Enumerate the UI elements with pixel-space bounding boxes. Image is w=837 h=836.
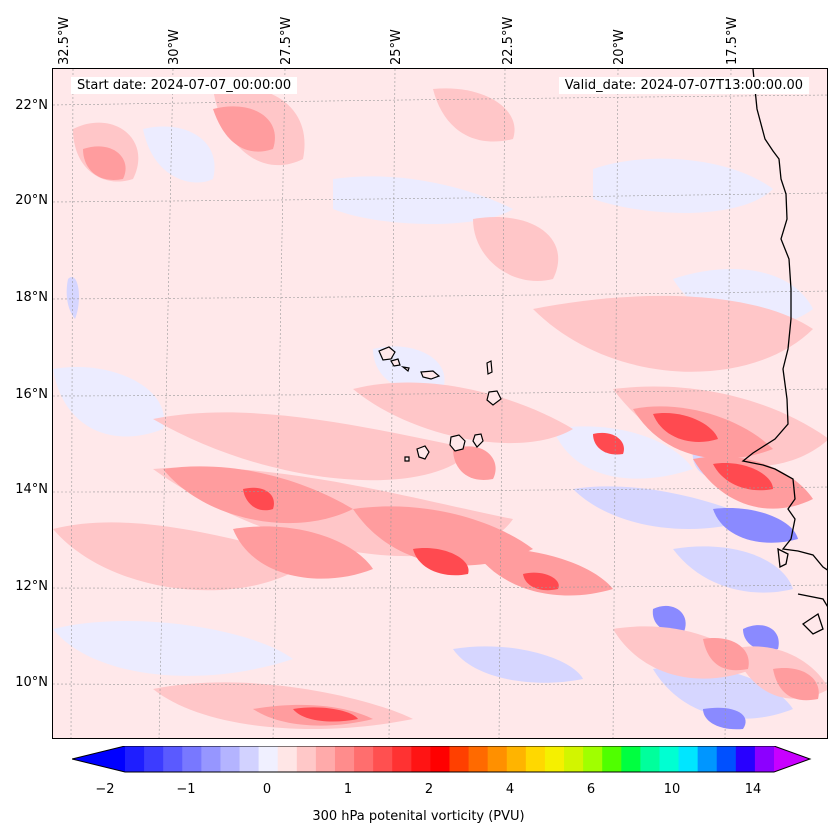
colorbar-right-arrow [774, 746, 810, 772]
colorbar-tick: 14 [744, 782, 762, 797]
lon-label: 30°W [167, 29, 182, 65]
colorbar-segment [373, 746, 393, 772]
colorbar-tick: 6 [586, 782, 596, 797]
colorbar-left-arrow [72, 746, 125, 772]
colorbar-tick: 1 [343, 782, 353, 797]
colorbar-segment [315, 746, 336, 772]
colorbar-segment [296, 746, 317, 772]
colorbar-segment [392, 746, 412, 772]
colorbar-segment [583, 746, 603, 772]
lat-label: 22°N [15, 98, 48, 113]
colorbar-segment [564, 746, 584, 772]
lon-label: 25°W [389, 29, 404, 65]
colorbar-tick: 4 [505, 782, 515, 797]
lon-label: 17.5°W [725, 16, 740, 65]
colorbar-segment [430, 746, 450, 772]
colorbar-segment [659, 746, 680, 772]
lon-label: 27.5°W [279, 16, 294, 65]
colorbar [72, 746, 812, 773]
gridlines [53, 69, 827, 738]
colorbar-outline [72, 746, 812, 773]
colorbar-segment [735, 746, 756, 772]
vorticity-field [53, 69, 827, 738]
colorbar-tick: 10 [663, 782, 681, 797]
lat-label: 18°N [15, 290, 48, 305]
colorbar-tick: −2 [95, 782, 115, 797]
colorbar-segment [277, 746, 298, 772]
colorbar-segment [163, 746, 183, 772]
colorbar-segment [334, 746, 355, 772]
colorbar-segment [544, 746, 565, 772]
colorbar-label: 300 hPa potenital vorticity (PVU) [312, 809, 525, 824]
colorbar-segment [258, 746, 279, 772]
colorbar-segment [239, 746, 260, 772]
colorbar-segment [487, 746, 508, 772]
lat-label: 14°N [15, 482, 48, 497]
colorbar-segment [621, 746, 641, 772]
colorbar-segment [201, 746, 221, 772]
colorbar-segment [220, 746, 241, 772]
lat-label: 12°N [15, 579, 48, 594]
colorbar-segment [716, 746, 737, 772]
lat-label: 20°N [15, 193, 48, 208]
strong-negative-pv [652, 508, 798, 730]
coastline [741, 69, 827, 635]
lon-label: 22.5°W [501, 16, 516, 65]
colorbar-segment [678, 746, 699, 772]
colorbar-segment [449, 746, 470, 772]
strong-positive-pv [243, 413, 773, 722]
lon-label: 32.5°W [57, 16, 72, 65]
lat-label: 10°N [15, 675, 48, 690]
colorbar-segment [125, 746, 145, 772]
colorbar-segment [525, 746, 546, 772]
colorbar-segment [602, 746, 622, 772]
colorbar-segment [697, 746, 718, 772]
colorbar-segment [506, 746, 527, 772]
colorbar-segment [182, 746, 202, 772]
colorbar-segment [754, 746, 775, 772]
valid-date-label: Valid_date: 2024-07-07T13:00:00.00 [558, 77, 809, 94]
colorbar-tick: 2 [424, 782, 434, 797]
map-panel: Start date: 2024-07-07_00:00:00 Valid_da… [52, 68, 828, 739]
lon-label: 20°W [612, 29, 627, 65]
colorbar-tick: 0 [262, 782, 272, 797]
lat-label: 16°N [15, 387, 48, 402]
colorbar-segment [468, 746, 489, 772]
cape-verde-islands [378, 346, 502, 462]
start-date-label: Start date: 2024-07-07_00:00:00 [71, 77, 298, 94]
colorbar-tick: −1 [176, 782, 196, 797]
colorbar-segment [411, 746, 431, 772]
colorbar-segment [354, 746, 374, 772]
colorbar-segment [144, 746, 164, 772]
colorbar-segment [640, 746, 660, 772]
